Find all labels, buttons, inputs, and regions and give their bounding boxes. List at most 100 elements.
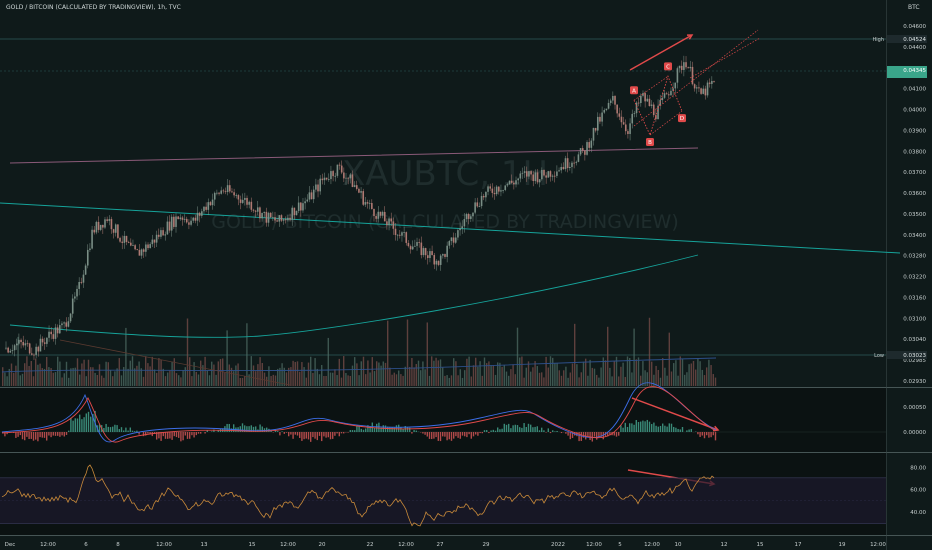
candle-body [218, 192, 220, 194]
macd-histogram-bar [118, 429, 120, 432]
candle-body [541, 169, 543, 180]
macd-histogram-bar [19, 432, 21, 436]
macd-histogram-bar [648, 421, 651, 432]
volume-bar [151, 356, 153, 386]
candle-body [405, 232, 408, 243]
candle-body [487, 186, 489, 192]
volume-bar [277, 368, 279, 386]
time-tick-label: 12:00 [644, 542, 660, 548]
volume-bar [593, 368, 596, 386]
volume-bar [697, 358, 699, 386]
candle-body [532, 174, 535, 182]
macd-histogram-bar [178, 432, 180, 438]
candle-body [411, 246, 414, 250]
candle-body [360, 191, 362, 193]
volume-bar [136, 365, 138, 386]
macd-histogram-bar [277, 431, 279, 432]
macd-histogram-bar [523, 423, 525, 432]
macd-histogram-bar [120, 427, 123, 432]
macd-histogram-bar [354, 430, 356, 432]
volume-bar [156, 372, 158, 386]
candle-body [605, 108, 608, 111]
macd-histogram-bar [72, 420, 74, 432]
volume-bar [318, 374, 321, 386]
macd-histogram-bar [285, 432, 288, 433]
macd-histogram-bar [312, 432, 314, 438]
volume-bar [131, 356, 134, 386]
candle-body [698, 87, 700, 89]
candle-body [276, 220, 278, 222]
candle-body [375, 216, 377, 219]
macd-histogram-bar [193, 432, 195, 438]
volume-bar [345, 373, 347, 386]
volume-bar [646, 372, 648, 386]
volume-bar [107, 362, 109, 386]
candle-body [198, 212, 201, 216]
macd-histogram-bar [525, 426, 527, 432]
volume-bar [316, 368, 318, 386]
volume-bar [708, 359, 710, 386]
volume-bar [85, 376, 87, 386]
volume-bar [428, 375, 431, 386]
macd-histogram-bar [714, 432, 717, 441]
macd-histogram-bar [15, 432, 17, 438]
candle-body [536, 172, 539, 183]
macd-histogram-bar [512, 425, 514, 432]
candle-body [130, 242, 132, 246]
volume-bar [81, 363, 83, 386]
volume-bar [695, 369, 697, 386]
candle-body [220, 190, 222, 194]
volume-bar [219, 358, 222, 386]
candle-body [54, 327, 57, 339]
volume-bar [35, 358, 37, 386]
volume-bar [116, 368, 118, 386]
volume-bar [61, 377, 63, 386]
volume-bar [554, 363, 556, 386]
macd-histogram-bar [571, 432, 574, 438]
volume-bar [681, 359, 684, 386]
macd-histogram-bar [479, 432, 481, 434]
volume-bar [296, 361, 299, 386]
volume-bar [457, 375, 459, 386]
volume-bar [195, 371, 197, 386]
volume-bar [508, 375, 510, 386]
volume-bar [499, 362, 501, 386]
time-tick-label: 29 [483, 542, 490, 548]
volume-bar [323, 375, 325, 386]
candle-body [233, 192, 235, 196]
candle-body [181, 217, 184, 220]
macd-histogram-bar [459, 432, 461, 439]
macd-histogram-bar [6, 432, 8, 435]
macd-histogram-bar [534, 426, 536, 432]
ma-teal-long [9, 254, 699, 338]
macd-histogram-bar [442, 432, 444, 437]
macd-histogram-bar [378, 422, 380, 432]
candle-body [646, 98, 649, 102]
macd-histogram-bar [217, 430, 219, 432]
candle-body [280, 215, 283, 221]
volume-bar [112, 376, 114, 386]
macd-histogram-bar [4, 432, 6, 437]
candle-body [433, 255, 436, 265]
time-tick-label: 15 [757, 542, 764, 548]
candle-body [224, 191, 227, 193]
ma-blue [1, 357, 717, 373]
volume-bar [76, 358, 79, 386]
macd-histogram-bar [213, 429, 215, 432]
volume-bar [448, 377, 450, 386]
macd-histogram-bar [50, 432, 52, 438]
candle-body [657, 105, 659, 120]
volume-bar [655, 365, 657, 386]
macd-histogram-bar [655, 425, 657, 432]
macd-histogram-bar [206, 430, 208, 432]
candle-body [134, 245, 136, 250]
candle-body [510, 180, 513, 183]
candle-body [543, 169, 545, 176]
candle-body [674, 82, 677, 89]
candle-body [618, 113, 621, 117]
volume-bar [63, 373, 65, 386]
volume-bar [57, 356, 59, 386]
pattern-point-label: B [648, 140, 652, 146]
candle-body [467, 214, 470, 219]
